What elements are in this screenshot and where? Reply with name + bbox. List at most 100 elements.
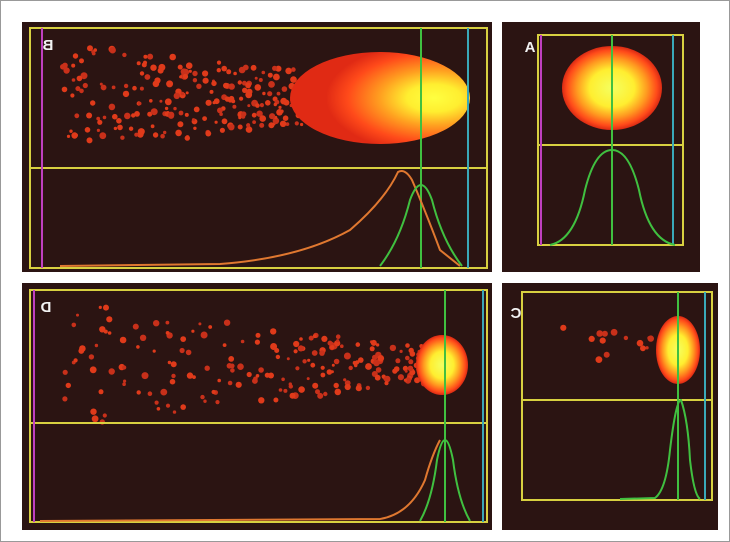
cell-dot — [395, 358, 400, 363]
cell-dot — [133, 324, 139, 330]
cell-dot — [74, 113, 79, 118]
cell-dot — [186, 62, 193, 69]
cell-dot — [262, 92, 265, 95]
cell-dot — [265, 373, 270, 378]
cell-dot — [171, 361, 177, 367]
cell-dot — [112, 114, 118, 120]
cell-dot — [114, 127, 117, 130]
cell-dot — [372, 355, 377, 360]
cell-dot — [177, 121, 183, 127]
cell-dot — [163, 131, 166, 134]
cell-dot — [252, 378, 258, 384]
cell-dot — [157, 407, 161, 411]
cell-dot — [90, 409, 96, 415]
cell-dot — [117, 125, 123, 131]
cell-dot — [193, 78, 197, 82]
cell-dot — [375, 375, 381, 381]
cell-dot — [93, 48, 97, 52]
cell-dot — [256, 374, 260, 378]
cell-dot — [223, 343, 227, 347]
cell-dot — [330, 345, 335, 350]
cell-dot — [103, 116, 107, 120]
cell-dot — [137, 390, 141, 394]
cell-dot — [160, 389, 167, 396]
cell-dot — [104, 330, 108, 334]
cell-dot — [215, 121, 218, 124]
cell-dot — [173, 107, 176, 110]
cell-dot — [145, 74, 151, 80]
cell-dot — [166, 331, 170, 335]
panel-b: B — [22, 22, 492, 272]
cell-dot — [405, 356, 410, 361]
cell-dot — [185, 135, 190, 140]
cell-dot — [230, 364, 235, 369]
cell-dot — [230, 368, 235, 373]
cell-dot — [165, 107, 168, 110]
cell-dot — [196, 84, 201, 89]
cell-dot — [255, 340, 260, 345]
panel-label: C — [510, 305, 521, 322]
cell-dot — [205, 366, 210, 371]
cell-dot — [123, 380, 126, 383]
cell-dot — [273, 74, 280, 81]
cell-dot — [178, 65, 183, 70]
cell-dot — [192, 71, 197, 76]
cell-dot — [153, 350, 156, 353]
cell-dot — [154, 77, 160, 83]
cell-dot — [268, 81, 275, 88]
cell-dot — [213, 101, 216, 104]
cell-dot — [295, 366, 299, 370]
cell-dot — [299, 337, 303, 341]
cell-dot — [238, 116, 241, 119]
cell-dot — [192, 118, 195, 121]
cell-dot — [321, 366, 325, 370]
cell-dot — [254, 84, 261, 91]
cell-dot — [186, 350, 192, 356]
cell-dot — [251, 65, 257, 71]
cell-dot — [153, 132, 158, 137]
panel-a: A — [502, 22, 700, 272]
cell-dot — [205, 131, 211, 137]
cell-dot — [62, 396, 67, 401]
cell-dot — [92, 415, 99, 422]
cell-dot — [122, 382, 126, 386]
cell-dot — [370, 346, 375, 351]
cell-dot — [356, 385, 362, 391]
cell-dot — [281, 378, 285, 382]
cell-dot — [229, 96, 235, 102]
cell-dot — [70, 93, 74, 97]
cell-dot — [647, 336, 651, 340]
cell-dot — [282, 86, 288, 92]
cell-dot — [140, 71, 144, 75]
cell-dot — [229, 83, 235, 89]
cell-dot — [349, 366, 353, 370]
cell-dot — [89, 354, 94, 359]
cell-dot — [262, 71, 266, 75]
cell-dot — [202, 116, 207, 121]
cell-dot — [226, 69, 231, 74]
cell-dot — [624, 336, 628, 340]
cell-dot — [109, 104, 116, 111]
cell-dot — [122, 365, 126, 369]
cell-dot — [280, 110, 284, 114]
cell-dot — [186, 91, 189, 94]
cell-dot — [277, 92, 281, 96]
cell-dot — [211, 81, 216, 86]
cell-dot — [76, 314, 79, 317]
cell-dot — [245, 83, 251, 89]
cell-dot — [83, 83, 88, 88]
cell-dot — [77, 76, 83, 82]
cell-dot — [72, 78, 76, 82]
cell-dot — [645, 346, 648, 349]
cell-dot — [223, 83, 229, 89]
cell-dot — [228, 356, 234, 362]
cell-dot — [274, 348, 279, 353]
cell-dot — [168, 361, 171, 364]
cell-dot — [175, 130, 182, 137]
cell-dot — [140, 335, 146, 341]
cell-dot — [589, 336, 595, 342]
cell-dot — [191, 330, 194, 333]
cell-dot — [269, 113, 275, 119]
cell-dot — [120, 337, 127, 344]
cell-dot — [62, 87, 68, 93]
